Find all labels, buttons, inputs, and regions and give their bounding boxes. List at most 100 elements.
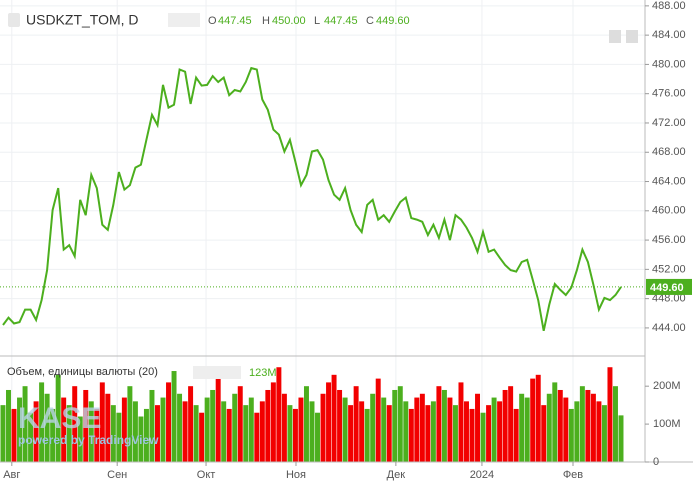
volume-bar bbox=[61, 397, 67, 462]
volume-bar bbox=[44, 393, 50, 462]
volume-bar bbox=[221, 401, 227, 462]
volume-bar bbox=[359, 401, 365, 462]
volume-bar bbox=[121, 397, 127, 462]
volume-bar bbox=[530, 378, 536, 462]
volume-bar bbox=[254, 412, 260, 462]
volume-bar bbox=[149, 389, 155, 462]
volume-bar bbox=[276, 367, 282, 462]
button[interactable] bbox=[609, 30, 621, 43]
volume-bar bbox=[326, 382, 332, 462]
volume-bar bbox=[563, 397, 569, 462]
price-line bbox=[2, 66, 622, 332]
volume-bar bbox=[458, 382, 464, 462]
volume-bar bbox=[210, 389, 216, 462]
volume-bar bbox=[425, 405, 431, 462]
volume-bar bbox=[579, 386, 585, 462]
volume-bar bbox=[397, 386, 403, 462]
ohlc-key: L bbox=[314, 15, 320, 27]
volume-bar bbox=[364, 408, 370, 462]
volume-bar bbox=[22, 386, 28, 462]
volume-bar bbox=[248, 397, 254, 462]
ohlc-key: H bbox=[262, 15, 270, 27]
volume-bar bbox=[408, 408, 414, 462]
volume-bar bbox=[436, 386, 442, 462]
y-tick-label: 480.00 bbox=[652, 58, 686, 70]
volume-bar bbox=[237, 386, 243, 462]
y-tick-label: 472.00 bbox=[652, 117, 686, 129]
volume-bar bbox=[94, 408, 100, 462]
y-tick-label: 476.00 bbox=[652, 88, 686, 100]
y-tick-label: 468.00 bbox=[652, 146, 686, 158]
ohlc-value: 447.45 bbox=[324, 15, 358, 27]
volume-bar bbox=[270, 382, 276, 462]
volume-bar bbox=[541, 405, 547, 462]
volume-bar bbox=[568, 408, 574, 462]
volume-bar bbox=[320, 393, 326, 462]
volume-bar bbox=[497, 401, 503, 462]
x-tick-label: Фев bbox=[563, 469, 583, 481]
volume-buttons[interactable] bbox=[193, 366, 241, 379]
volume-bar bbox=[552, 382, 558, 462]
volume-bar bbox=[193, 405, 199, 462]
symbol-icon[interactable] bbox=[8, 13, 20, 27]
volume-current: 123M bbox=[249, 367, 277, 379]
volume-bar bbox=[513, 408, 519, 462]
volume-bar bbox=[370, 393, 376, 462]
volume-bar bbox=[475, 393, 481, 462]
volume-bar bbox=[303, 386, 309, 462]
y-tick-label: 452.00 bbox=[652, 263, 686, 275]
volume-bar bbox=[99, 382, 105, 462]
volume-bar bbox=[386, 405, 392, 462]
volume-bar bbox=[226, 408, 232, 462]
volume-bar bbox=[77, 416, 83, 462]
volume-bar bbox=[232, 393, 238, 462]
volume-bar bbox=[419, 393, 425, 462]
volume-bar bbox=[155, 405, 160, 462]
volume-bar bbox=[72, 386, 78, 462]
volume-bar bbox=[265, 389, 271, 462]
volume-bar bbox=[430, 401, 436, 462]
volume-bar bbox=[143, 408, 149, 462]
button[interactable] bbox=[626, 30, 638, 43]
volume-bar bbox=[243, 405, 249, 462]
volume-bar bbox=[535, 374, 541, 462]
volume-bar bbox=[348, 405, 354, 462]
volume-bar bbox=[353, 386, 359, 462]
volume-bar bbox=[0, 405, 6, 462]
volume-bar bbox=[452, 405, 458, 462]
y-tick-label: 464.00 bbox=[652, 175, 686, 187]
volume-bar bbox=[337, 389, 343, 462]
volume-bar bbox=[188, 386, 194, 462]
volume-bar bbox=[171, 371, 177, 462]
volume-bar bbox=[447, 397, 453, 462]
volume-bar bbox=[138, 416, 144, 462]
volume-bar bbox=[88, 401, 94, 462]
volume-bar bbox=[292, 408, 298, 462]
x-tick-label: Дек bbox=[387, 469, 406, 481]
volume-bar bbox=[486, 405, 492, 462]
volume-bar bbox=[414, 397, 420, 462]
volume-bar bbox=[491, 397, 497, 462]
volume-bar bbox=[502, 389, 508, 462]
x-tick-label: Сен bbox=[107, 469, 127, 481]
ohlc-value: 450.00 bbox=[272, 15, 306, 27]
volume-bar bbox=[441, 389, 447, 462]
y-tick-label: 488.00 bbox=[652, 0, 686, 12]
grid bbox=[0, 0, 645, 462]
volume-bar bbox=[601, 405, 607, 462]
last-price-label: 449.60 bbox=[650, 282, 684, 294]
ohlc-value: 449.60 bbox=[376, 15, 410, 27]
volume-bar bbox=[204, 397, 210, 462]
y-tick-label: 0 bbox=[653, 456, 659, 468]
volume-bar bbox=[28, 412, 34, 462]
volume-bar bbox=[557, 389, 563, 462]
volume-bar bbox=[55, 374, 61, 462]
legend-buttons[interactable] bbox=[168, 13, 200, 27]
volume-bar bbox=[480, 412, 486, 462]
volume-bar bbox=[298, 397, 304, 462]
x-tick-label: Авг bbox=[3, 469, 20, 481]
ohlc-key: O bbox=[208, 15, 217, 27]
volume-bar bbox=[464, 401, 469, 462]
volume-bar bbox=[596, 401, 602, 462]
watermark-logo: KASE bbox=[18, 402, 101, 435]
